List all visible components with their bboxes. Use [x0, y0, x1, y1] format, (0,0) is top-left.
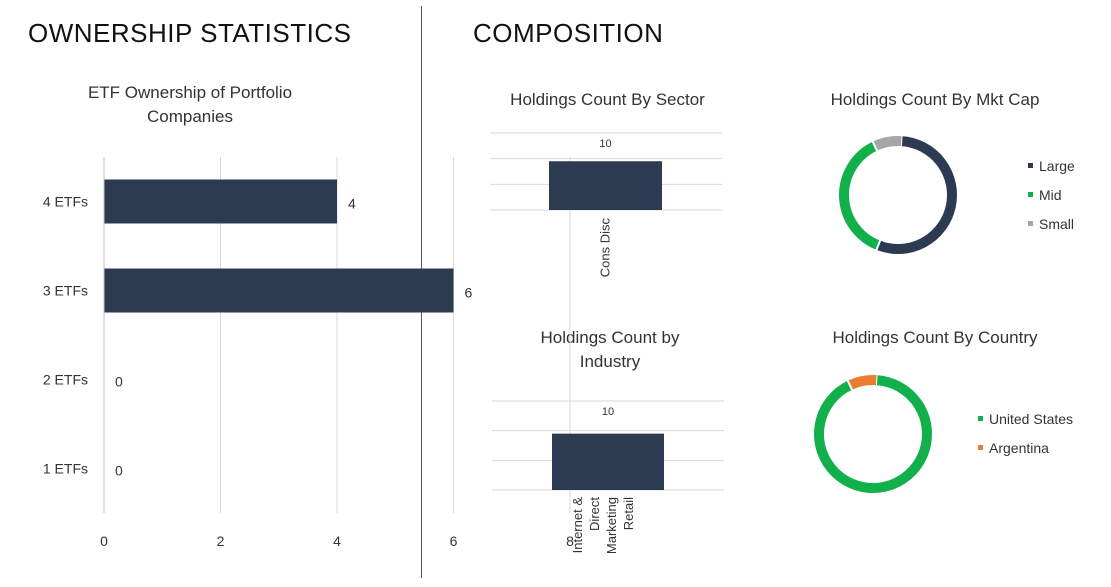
legend-item: United States: [978, 404, 1073, 433]
country-legend: United States Argentina: [978, 404, 1073, 462]
ownership-statistics-heading: OWNERSHIP STATISTICS: [28, 18, 352, 48]
donut-slice-small: [872, 136, 902, 151]
donut-slice-united-states: [814, 375, 932, 493]
country-chart-title: Holdings Count By Country: [832, 328, 1038, 347]
category-label-line: Internet &: [570, 497, 585, 554]
industry-chart-title: Holdings Count by Industry: [540, 328, 680, 371]
slice-separator: [845, 378, 854, 392]
legend-swatch: [978, 445, 983, 450]
data-label: 0: [115, 463, 123, 479]
category-label-line: Direct: [587, 497, 602, 531]
category-label-line: Marketing: [604, 497, 619, 554]
legend-swatch: [978, 416, 983, 421]
category-label-line: Retail: [621, 497, 636, 530]
legend-swatch: [1028, 221, 1033, 226]
data-label: 4: [348, 196, 356, 212]
etf-ownership-chart-title: ETF Ownership of Portfolio Companies: [87, 83, 293, 126]
x-tick-label: 4: [333, 533, 341, 549]
bar-3: [552, 433, 664, 490]
legend-label: Large: [1039, 157, 1075, 174]
sector-chart-title: Holdings Count By Sector: [510, 90, 705, 109]
category-label: 1 ETFs: [43, 461, 88, 477]
legend-swatch: [1028, 163, 1033, 168]
data-label: 10: [599, 138, 611, 150]
legend-item: Argentina: [978, 433, 1073, 462]
bar-1: [104, 268, 454, 313]
legend-item: Small: [1028, 209, 1075, 238]
category-label: 2 ETFs: [43, 372, 88, 388]
data-label: 0: [115, 374, 123, 390]
x-tick-label: 6: [450, 533, 458, 549]
legend-label: Argentina: [989, 439, 1049, 456]
legend-label: United States: [989, 410, 1074, 427]
x-tick-label: 2: [217, 533, 225, 549]
slice-separator: [870, 139, 879, 153]
legend-item: Large: [1028, 151, 1075, 180]
mktcap-chart-title: Holdings Count By Mkt Cap: [830, 90, 1040, 109]
category-label: Cons Disc: [598, 218, 613, 278]
donut-slice-large: [876, 136, 957, 254]
donut-slice-argentina: [847, 375, 877, 390]
legend-item: Mid: [1028, 180, 1075, 209]
x-tick-label: 0: [100, 533, 108, 549]
bar-0: [104, 179, 337, 224]
category-label: 3 ETFs: [43, 283, 88, 299]
donut-slice-mid: [839, 141, 881, 250]
bar-1: [549, 161, 662, 210]
data-label: 10: [602, 406, 614, 418]
legend-label: Small: [1039, 215, 1075, 232]
category-label: 4 ETFs: [43, 194, 88, 210]
slice-separator: [874, 238, 882, 253]
composition-heading: COMPOSITION: [473, 18, 664, 48]
legend-label: Mid: [1039, 186, 1062, 203]
x-tick-label: 8: [566, 533, 574, 549]
data-label: 6: [465, 285, 473, 301]
mktcap-legend: Large Mid Small: [1028, 151, 1075, 238]
legend-swatch: [1028, 192, 1033, 197]
